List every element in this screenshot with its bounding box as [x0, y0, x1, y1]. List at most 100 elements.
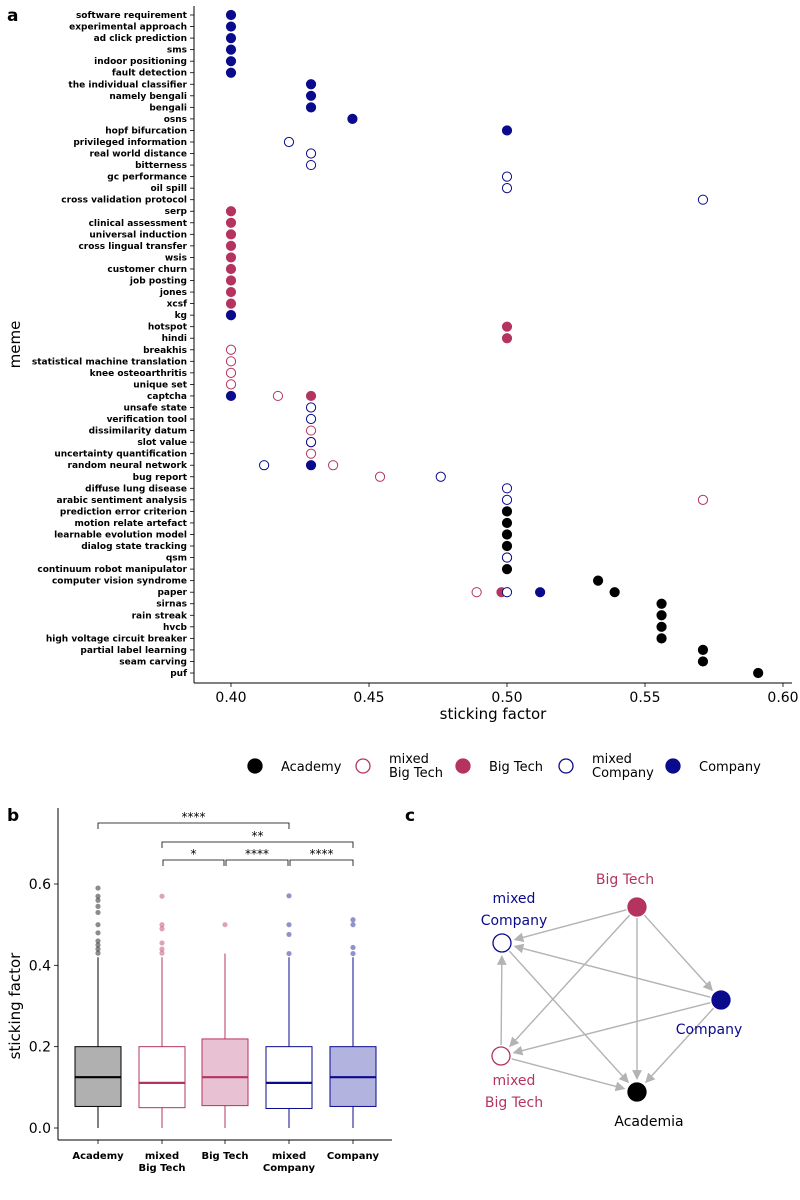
- data-point: [698, 645, 707, 654]
- data-point: [226, 391, 235, 400]
- data-point: [754, 668, 763, 677]
- data-point: [226, 57, 235, 66]
- network-label-mixed_big_tech: Big Tech: [485, 1095, 543, 1111]
- data-point: [502, 495, 511, 504]
- y-tick-label: puf: [170, 669, 187, 679]
- y-tick-label: software requirement: [76, 11, 188, 21]
- data-point: [502, 530, 511, 539]
- data-point: [306, 103, 315, 112]
- panel-label-b: b: [7, 806, 19, 826]
- data-point: [226, 68, 235, 77]
- data-point: [226, 33, 235, 42]
- legend-marker-mixed_company: [559, 759, 573, 773]
- outlier-point: [95, 930, 100, 935]
- data-point: [226, 218, 235, 227]
- y-tick-label: privileged information: [73, 138, 187, 148]
- data-point: [502, 184, 511, 193]
- data-point: [502, 565, 511, 574]
- significance-label: ****: [310, 847, 334, 861]
- y-tick-label: indoor positioning: [94, 57, 187, 67]
- outlier-point: [286, 951, 291, 956]
- data-point: [657, 599, 666, 608]
- y-tick-label: hotspot: [148, 323, 188, 333]
- outlier-point: [350, 945, 355, 950]
- data-point: [502, 507, 511, 516]
- data-point: [226, 345, 235, 354]
- outlier-point: [95, 910, 100, 915]
- data-point: [502, 334, 511, 343]
- x-tick-label: Company: [327, 1151, 380, 1162]
- data-point: [375, 472, 384, 481]
- y-tick-label: hvcb: [163, 623, 188, 633]
- y-tick-label: random neural network: [68, 461, 188, 471]
- y-tick-label: gc performance: [107, 173, 187, 183]
- legend-label-company: Company: [699, 760, 761, 775]
- box-big_tech: [202, 1039, 248, 1106]
- data-point: [260, 461, 269, 470]
- network-label-company: Company: [676, 1022, 743, 1038]
- y-tick-label: cross lingual transfer: [78, 242, 187, 252]
- y-tick-label: high voltage circuit breaker: [46, 634, 188, 644]
- y-tick-label: xcsf: [167, 300, 187, 310]
- data-point: [306, 91, 315, 100]
- y-tick-label: paper: [157, 588, 187, 598]
- network-panel: c Big Tech mixed Company Company mixed Big Tec…: [405, 806, 742, 1130]
- data-point: [472, 588, 481, 597]
- data-point: [657, 622, 666, 631]
- y-tick-label: verification tool: [107, 415, 187, 425]
- data-point: [226, 368, 235, 377]
- data-point: [436, 472, 445, 481]
- network-label-mixed_company: Company: [481, 913, 548, 929]
- outlier-point: [95, 894, 100, 899]
- outlier-point: [159, 940, 164, 945]
- data-point: [502, 172, 511, 181]
- y-tick-label: rain streak: [132, 611, 188, 621]
- legend-label-big_tech: Big Tech: [489, 760, 543, 775]
- outlier-point: [350, 951, 355, 956]
- data-point: [226, 264, 235, 273]
- outlier-point: [350, 922, 355, 927]
- y-tick-label: experimental approach: [69, 23, 187, 33]
- boxplot-panel: b0.00.20.40.6sticking factorAcademy mixed…: [6, 806, 392, 1174]
- y-tick-label: 0.0: [29, 1121, 51, 1137]
- y-tick-label: hopf bifurcation: [105, 126, 187, 136]
- y-tick-label: ad click prediction: [94, 34, 187, 44]
- legend-marker-mixed_big_tech: [356, 759, 370, 773]
- data-point: [306, 438, 315, 447]
- data-point: [698, 495, 707, 504]
- x-tick-label: 0.55: [629, 690, 660, 706]
- outlier-point: [95, 922, 100, 927]
- legend-label-mixed_company: Company: [592, 766, 654, 781]
- y-tick-label: bengali: [149, 103, 187, 113]
- y-tick-label: oil spill: [150, 184, 187, 194]
- data-point: [226, 253, 235, 262]
- y-tick-label: namely bengali: [109, 92, 187, 102]
- x-tick-label: mixed: [272, 1151, 306, 1162]
- y-tick-label: hindi: [162, 334, 187, 344]
- data-point: [657, 634, 666, 643]
- x-tick-label: Big Tech: [201, 1151, 248, 1162]
- y-tick-label: qsm: [166, 554, 187, 564]
- legend-marker-academy: [248, 759, 262, 773]
- data-point: [306, 391, 315, 400]
- network-label-big_tech: Big Tech: [596, 872, 654, 888]
- data-point: [306, 449, 315, 458]
- data-point: [502, 541, 511, 550]
- data-point: [502, 553, 511, 562]
- significance-label: ****: [245, 847, 269, 861]
- data-point: [502, 126, 511, 135]
- outlier-point: [222, 922, 227, 927]
- data-point: [306, 426, 315, 435]
- network-label-academy: Academia: [614, 1114, 683, 1130]
- y-tick-label: customer churn: [107, 265, 187, 275]
- data-point: [226, 357, 235, 366]
- data-point: [306, 403, 315, 412]
- data-point: [226, 380, 235, 389]
- y-tick-label: fault detection: [112, 69, 187, 79]
- x-tick-label: Academy: [72, 1151, 124, 1162]
- y-tick-label: prediction error criterion: [60, 507, 187, 517]
- scatter-panel: a software requirement experimental approa…: [6, 6, 799, 723]
- significance-label: **: [252, 829, 264, 843]
- y-tick-label: sms: [167, 46, 187, 56]
- y-tick-label: statistical machine translation: [32, 357, 187, 367]
